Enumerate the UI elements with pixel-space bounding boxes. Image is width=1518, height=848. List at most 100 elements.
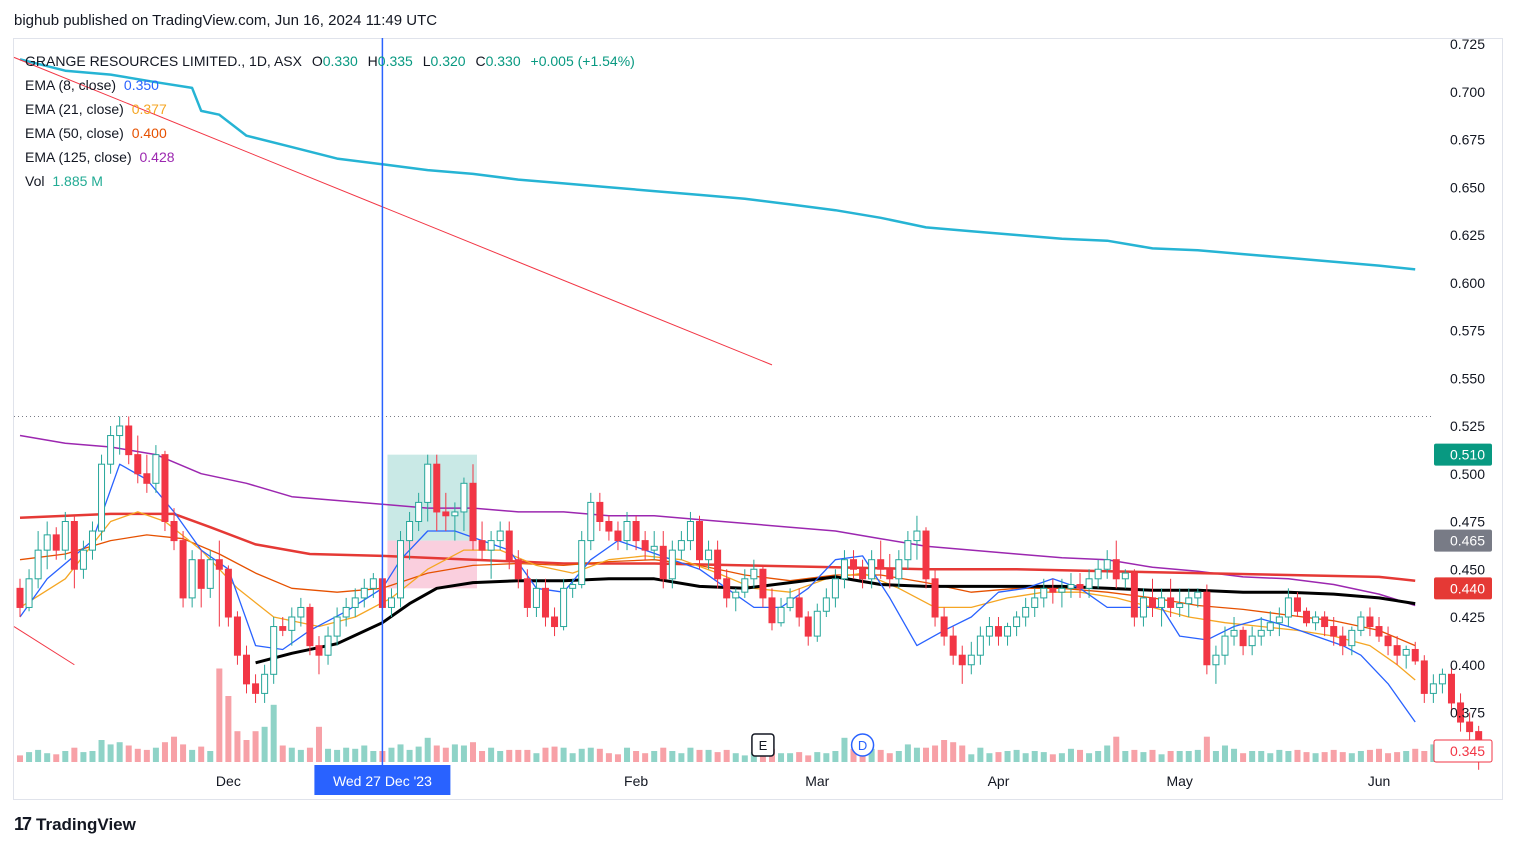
candle[interactable] [1321, 611, 1329, 637]
candle[interactable] [469, 464, 477, 551]
candle[interactable] [387, 588, 395, 617]
candle[interactable] [1185, 588, 1193, 617]
candle[interactable] [415, 492, 423, 532]
candle[interactable] [1266, 611, 1274, 637]
candle[interactable] [206, 550, 214, 598]
indicator-row-ema50[interactable]: EMA (50, close) 0.400 [25, 121, 635, 145]
candle[interactable] [1149, 578, 1156, 617]
candle[interactable] [52, 527, 60, 560]
candle[interactable] [505, 521, 513, 570]
candle[interactable] [25, 569, 33, 612]
candle[interactable] [623, 511, 631, 551]
candle[interactable] [224, 565, 232, 627]
indicator-row-ema125[interactable]: EMA (125, close) 0.428 [25, 145, 635, 169]
candle[interactable] [1049, 578, 1057, 604]
candle[interactable] [79, 540, 87, 579]
candle[interactable] [1393, 636, 1401, 665]
candle[interactable] [288, 607, 296, 646]
candle[interactable] [741, 569, 749, 598]
candle[interactable] [116, 416, 124, 455]
candle[interactable] [732, 588, 740, 612]
black-average-line[interactable] [255, 575, 1416, 665]
candle[interactable] [813, 603, 821, 642]
candle[interactable] [1212, 645, 1220, 684]
candle[interactable] [1076, 573, 1084, 598]
candle[interactable] [596, 492, 604, 532]
candle[interactable] [1366, 607, 1374, 637]
candle[interactable] [315, 636, 323, 675]
candle[interactable] [34, 531, 42, 589]
candle[interactable] [514, 550, 522, 589]
candle[interactable] [940, 607, 948, 646]
candle[interactable] [1094, 559, 1102, 589]
candle[interactable] [1339, 626, 1347, 656]
candle[interactable] [904, 531, 912, 570]
candle[interactable] [297, 597, 305, 627]
candle[interactable] [1103, 550, 1111, 579]
candle[interactable] [451, 502, 459, 541]
candle[interactable] [1330, 617, 1338, 646]
candle[interactable] [886, 553, 894, 589]
candle[interactable] [252, 674, 260, 703]
candle[interactable] [442, 492, 450, 532]
candle[interactable] [1130, 569, 1138, 627]
candle[interactable] [1402, 645, 1410, 669]
candle[interactable] [1357, 611, 1365, 637]
ema8-line[interactable] [19, 463, 1416, 723]
candle[interactable] [650, 531, 658, 560]
candle[interactable] [61, 511, 69, 560]
candle[interactable] [850, 550, 858, 579]
candle[interactable] [1257, 617, 1265, 646]
candle[interactable] [1139, 588, 1147, 627]
candle[interactable] [831, 569, 839, 608]
candle[interactable] [859, 559, 867, 589]
candle[interactable] [333, 607, 341, 646]
candle[interactable] [560, 578, 568, 631]
candle[interactable] [985, 617, 993, 646]
ema-cyan-line[interactable] [19, 58, 1416, 271]
ema125-line[interactable] [19, 434, 1416, 607]
trendline-1[interactable] [13, 56, 773, 366]
candle[interactable] [949, 626, 957, 665]
candle[interactable] [632, 515, 640, 551]
candle[interactable] [1411, 641, 1419, 665]
candle[interactable] [967, 641, 975, 675]
candle[interactable] [279, 617, 287, 637]
candle[interactable] [179, 531, 187, 608]
candle[interactable] [1058, 578, 1066, 608]
candle[interactable] [922, 527, 930, 589]
candle[interactable] [1067, 573, 1075, 598]
candle[interactable] [1230, 617, 1238, 646]
candle[interactable] [306, 603, 314, 656]
indicator-row-ema8[interactable]: EMA (8, close) 0.350 [25, 73, 635, 97]
candle[interactable] [931, 569, 939, 627]
candle[interactable] [714, 540, 722, 589]
candle[interactable] [1429, 674, 1437, 703]
candle[interactable] [134, 435, 142, 484]
candle[interactable] [143, 454, 151, 493]
tradingview-brand[interactable]: 17 TradingView [14, 814, 136, 835]
candle[interactable] [551, 607, 559, 637]
candle[interactable] [1221, 626, 1229, 665]
candle[interactable] [1112, 540, 1120, 589]
candle[interactable] [233, 611, 241, 665]
candle[interactable] [161, 450, 169, 532]
candle[interactable] [351, 588, 359, 617]
candle[interactable] [487, 531, 495, 579]
candle[interactable] [243, 645, 250, 694]
candle[interactable] [804, 611, 812, 646]
candle[interactable] [1248, 626, 1256, 656]
candle[interactable] [70, 515, 78, 589]
candle[interactable] [659, 531, 667, 589]
candle[interactable] [424, 454, 432, 522]
candle[interactable] [569, 578, 577, 598]
candle[interactable] [786, 588, 794, 612]
candle[interactable] [170, 508, 178, 551]
candle[interactable] [152, 445, 160, 493]
candle[interactable] [406, 511, 414, 560]
candle[interactable] [88, 521, 96, 560]
candle[interactable] [188, 550, 196, 608]
candle[interactable] [523, 569, 531, 617]
candle[interactable] [677, 531, 685, 560]
